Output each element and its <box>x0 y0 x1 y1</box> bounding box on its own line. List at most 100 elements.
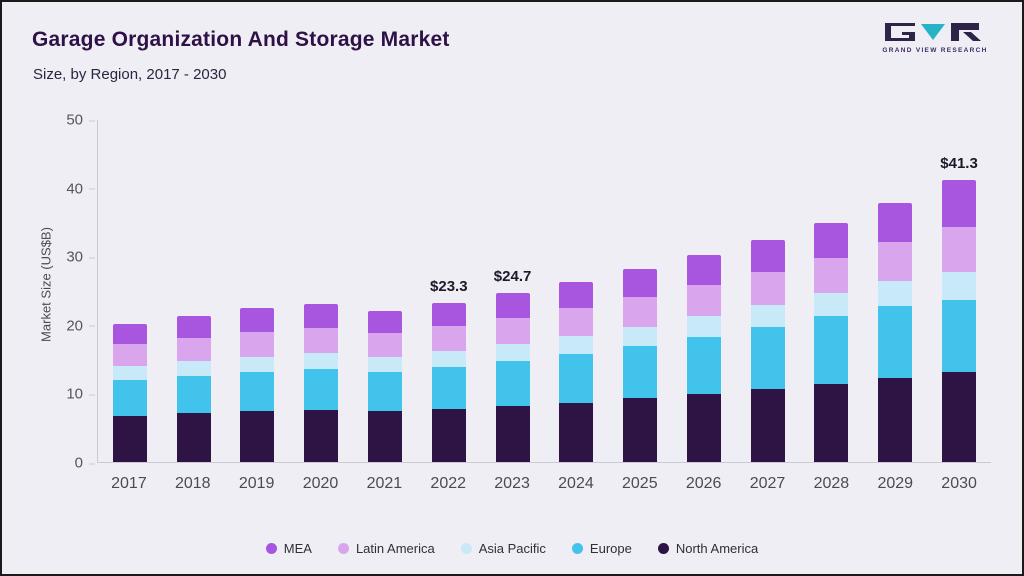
bar-segment-europe <box>431 366 466 409</box>
bar-segment-north-america <box>814 384 849 462</box>
bar-segment-asia-pacific <box>814 293 849 317</box>
legend-label-asia-pacific: Asia Pacific <box>478 541 546 556</box>
bar-group-2020 <box>289 120 353 462</box>
bar-segment-europe <box>750 327 785 389</box>
bar-group-2021 <box>353 120 417 462</box>
bar-segment-mea <box>623 269 658 298</box>
bar-segment-latin-america <box>559 308 594 337</box>
bar-segment-north-america <box>623 398 658 462</box>
bar-segment-mea <box>750 240 785 272</box>
legend-item-mea: MEA <box>265 541 312 556</box>
x-tick-label-2019: 2019 <box>238 475 275 492</box>
legend-label-mea: MEA <box>283 541 312 556</box>
x-tick-label-2029: 2029 <box>877 475 914 492</box>
bar-segment-europe <box>176 375 211 413</box>
bar-segment-europe <box>240 371 275 411</box>
legend-swatch-latin-america <box>337 543 349 554</box>
y-tick-mark <box>89 394 95 396</box>
bar-group-2017 <box>98 120 162 462</box>
bar-segment-latin-america <box>240 332 275 357</box>
bar-2030 <box>942 120 977 462</box>
x-tick-label-2020: 2020 <box>302 475 339 492</box>
bar-segment-asia-pacific <box>559 336 594 354</box>
y-tick-label: 50 <box>66 113 95 128</box>
bar-segment-mea <box>176 316 211 339</box>
stacked-bar-chart: $23.3 $24.7 $41.3 <box>97 120 991 463</box>
grand-view-research-logo: GRAND VIEW RESEARCH <box>882 20 988 54</box>
bar-2021 <box>368 120 403 462</box>
logo-mark-icon <box>885 23 981 41</box>
y-tick-mark <box>89 188 95 190</box>
bar-2024 <box>559 120 594 462</box>
bar-group-2024 <box>544 120 608 462</box>
bar-segment-latin-america <box>878 241 913 281</box>
y-tick-mark <box>89 120 95 121</box>
legend-item-latin-america: Latin America <box>337 541 435 556</box>
bar-segment-latin-america <box>112 344 147 367</box>
bar-segment-asia-pacific <box>686 316 721 337</box>
chart-legend: MEA Latin America Asia Pacific Europe North … <box>2 541 1022 556</box>
bar-group-2030: $41.3 <box>927 120 991 462</box>
bar-segment-mea <box>495 293 530 318</box>
bar-segment-mea <box>814 222 849 258</box>
bar-segment-europe <box>304 369 339 411</box>
x-axis: 2017 2018 2019 2020 2021 2022 2023 2024 2025 2026… <box>97 475 991 493</box>
bar-segment-asia-pacific <box>878 280 913 307</box>
legend-label-europe: Europe <box>589 541 632 556</box>
bar-segment-europe <box>623 346 658 399</box>
bar-2027 <box>750 120 785 462</box>
bar-segment-europe <box>814 316 849 385</box>
bar-segment-asia-pacific <box>112 366 147 380</box>
legend-label-latin-america: Latin America <box>355 541 435 556</box>
y-tick-label: 40 <box>66 181 95 196</box>
legend-swatch-mea <box>265 543 277 554</box>
bar-segment-europe <box>942 299 977 372</box>
bar-segment-asia-pacific <box>495 344 530 361</box>
bar-segment-asia-pacific <box>942 271 977 300</box>
x-tick-label-2023: 2023 <box>494 475 530 492</box>
bar-segment-north-america <box>750 388 785 462</box>
bar-2026 <box>686 120 721 462</box>
bar-segment-mea <box>878 202 913 242</box>
bar-segment-europe <box>686 336 721 394</box>
bar-segment-latin-america <box>431 325 466 352</box>
x-tick-label-2017: 2017 <box>111 475 147 492</box>
x-tick-label-2026: 2026 <box>685 475 722 492</box>
bar-segment-europe <box>495 360 530 406</box>
x-tick-label-2030: 2030 <box>941 475 977 492</box>
bar-group-2026 <box>672 120 736 462</box>
bar-group-2027 <box>736 120 800 462</box>
legend-swatch-europe <box>571 543 583 554</box>
x-tick-label-2021: 2021 <box>366 475 403 492</box>
bar-segment-europe <box>559 353 594 403</box>
bar-segment-asia-pacific <box>240 356 275 372</box>
bar-segment-europe <box>112 379 147 416</box>
bar-segment-mea <box>686 255 721 285</box>
bar-group-2025 <box>608 120 672 462</box>
x-tick-label-2022: 2022 <box>430 475 467 492</box>
bar-segment-north-america <box>304 410 339 462</box>
bar-segment-latin-america <box>304 327 339 354</box>
bar-group-2018 <box>162 120 226 462</box>
y-tick-label: 30 <box>66 250 95 265</box>
bar-segment-asia-pacific <box>368 357 403 373</box>
y-tick-label: 10 <box>66 387 95 402</box>
bar-segment-latin-america <box>368 333 403 358</box>
bar-segment-mea <box>942 179 977 227</box>
bar-segment-north-america <box>368 411 403 462</box>
bar-group-2022: $23.3 <box>417 120 481 462</box>
y-tick-mark <box>89 257 95 259</box>
bar-segment-mea <box>368 310 403 334</box>
bar-segment-north-america <box>942 371 977 462</box>
bar-segment-mea <box>431 302 466 326</box>
bar-segment-latin-america <box>686 284 721 317</box>
y-tick-mark <box>89 463 95 464</box>
bar-segment-asia-pacific <box>304 353 339 369</box>
bar-2018 <box>176 120 211 462</box>
bar-2023 <box>495 120 530 462</box>
legend-item-north-america: North America <box>657 541 758 556</box>
bar-segment-north-america <box>559 402 594 462</box>
x-tick-label-2028: 2028 <box>813 475 850 492</box>
bar-segment-latin-america <box>176 338 211 362</box>
bar-segment-asia-pacific <box>750 305 785 328</box>
